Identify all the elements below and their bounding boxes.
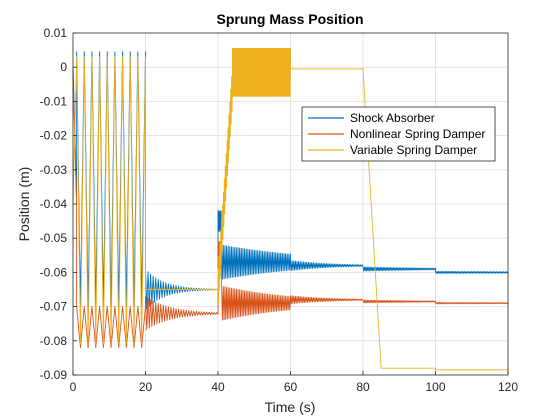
y-axis-label: Position (m): [16, 167, 32, 242]
series-layer: [72, 47, 509, 371]
y-tick-label: -0.02: [40, 129, 68, 143]
x-tick-label: 120: [498, 380, 518, 394]
series-line-variable-spring-damper: [72, 47, 508, 371]
x-tick-label: 100: [425, 380, 445, 394]
y-tick-label: -0.01: [40, 94, 68, 108]
x-tick-label: 60: [284, 380, 298, 394]
y-tick-label: -0.07: [40, 300, 68, 314]
legend-entry: Shock Absorber: [350, 111, 435, 125]
y-tick-label: -0.04: [40, 197, 68, 211]
x-tick-label: 20: [139, 380, 153, 394]
y-tick-label: -0.05: [40, 231, 68, 245]
y-tick-label: 0: [60, 60, 67, 74]
x-tick-label: 40: [211, 380, 225, 394]
y-tick-label: -0.06: [40, 265, 68, 279]
y-tick-label: 0.01: [44, 26, 68, 40]
y-tick-label: -0.09: [40, 368, 68, 382]
legend-entry: Variable Spring Damper: [350, 143, 477, 157]
chart-title: Sprung Mass Position: [216, 11, 363, 27]
x-tick-label: 80: [356, 380, 370, 394]
legend: Shock Absorber Nonlinear Spring Damper Var…: [301, 106, 496, 162]
x-tick-label: 0: [70, 380, 77, 394]
series-line-nonlinear-spring-damper: [72, 67, 509, 349]
y-tick-label: -0.03: [40, 163, 68, 177]
y-tick-label: -0.08: [40, 334, 68, 348]
ticks: 0 20 40 60 80 100 120 0.01 0 -0.01 -0.02 -0.03 -0.04…: [40, 26, 519, 394]
legend-entry: Nonlinear Spring Damper: [350, 127, 485, 141]
x-axis-label: Time (s): [265, 399, 316, 415]
